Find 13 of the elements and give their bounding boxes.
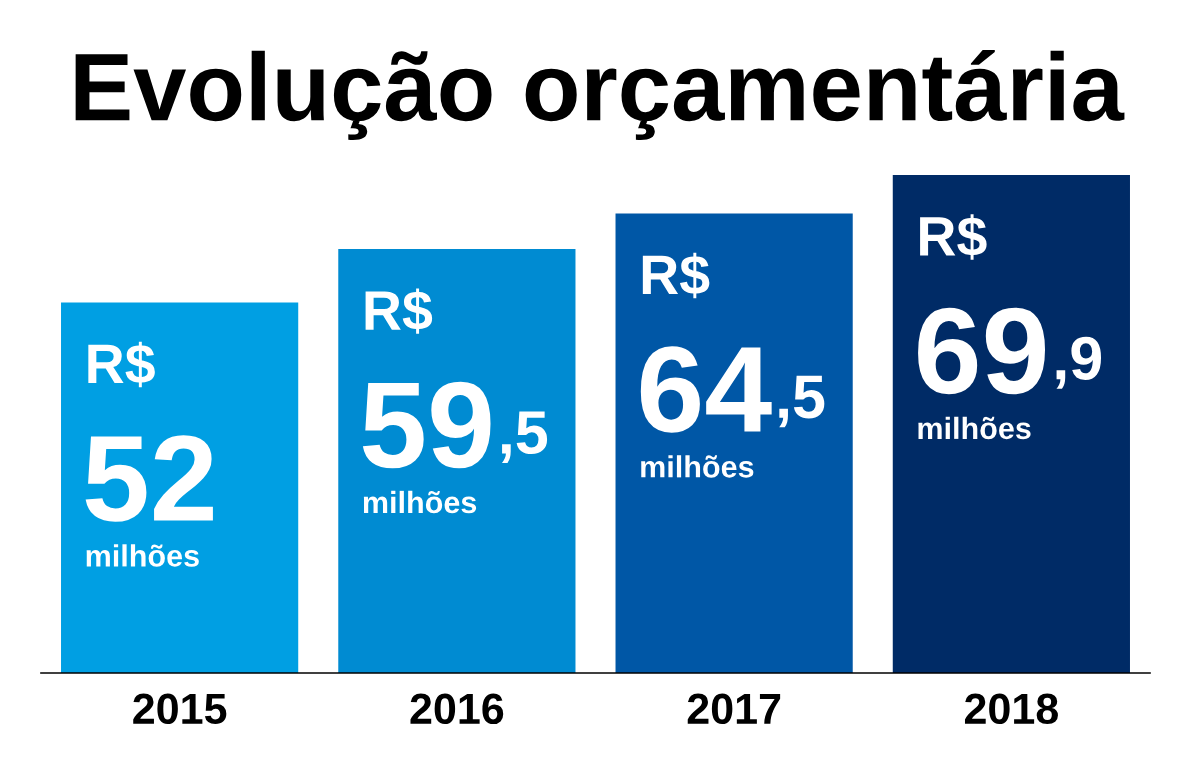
bar (338, 249, 576, 673)
data-label: R$ 69,9 milhões (918, 214, 1102, 440)
data-label: R$ 59,5 milhões (362, 288, 548, 514)
bar (615, 213, 853, 673)
x-tick-label: 2017 (687, 693, 781, 725)
x-tick-label: 2018 (964, 693, 1058, 725)
x-tick-label: 2015 (133, 693, 227, 725)
bar (61, 302, 299, 673)
chart-title: Evolução orçamentária (75, 49, 1125, 141)
data-label: R$ 64,5 milhões (640, 252, 825, 478)
bar (892, 175, 1130, 673)
data-label: R$ 52 milhões (85, 341, 213, 567)
x-tick-label: 2016 (410, 693, 504, 725)
